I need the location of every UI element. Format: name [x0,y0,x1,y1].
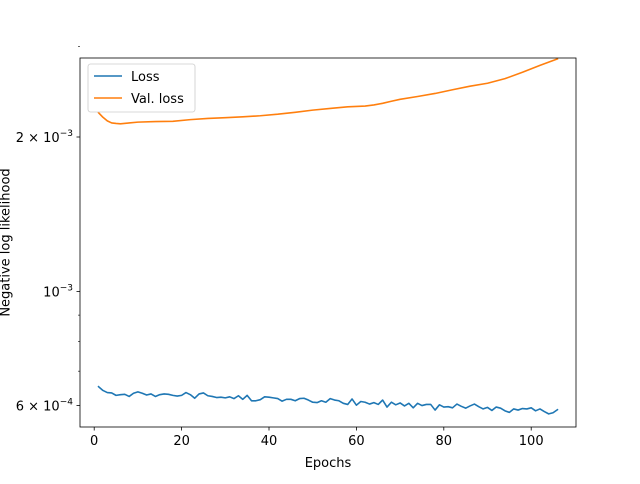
series-line [97,57,559,125]
series-layer [97,57,559,415]
legend-label: Val. loss [131,92,184,107]
series-val-loss [97,57,559,125]
series-line [97,385,559,415]
x-axis-label: Epochs [305,456,352,471]
tick-layer: 0 20 40 60 80 100 6 × 10−4 10−3 2 × 10−3 [16,46,544,449]
x-tick-label: 20 [173,434,190,449]
plot-frame [79,57,577,428]
y-axis-label: Negative log likelihood [0,168,14,316]
x-tick-label: 60 [348,434,365,449]
legend-label: Loss [131,70,160,85]
x-tick-label: 100 [519,434,544,449]
y-tick-label: 2 × 10−3 [16,129,73,146]
y-tick-label: 6 × 10−4 [16,398,74,415]
y-tick-label: 10−3 [43,284,73,301]
x-tick-label: 40 [261,434,278,449]
x-tick-label: 80 [436,434,453,449]
legend: Loss Val. loss [87,63,196,113]
series-loss [97,385,559,415]
x-tick-label: 0 [90,434,98,449]
